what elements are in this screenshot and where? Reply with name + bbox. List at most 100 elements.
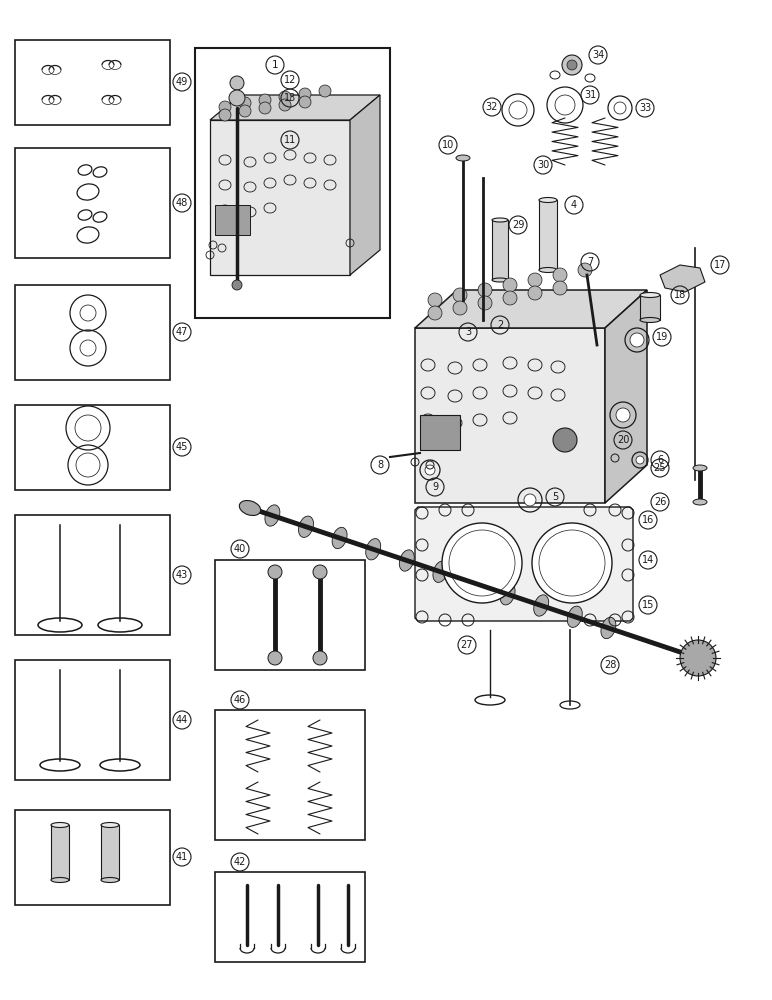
Circle shape xyxy=(299,88,311,100)
Ellipse shape xyxy=(433,561,448,582)
Circle shape xyxy=(259,94,271,106)
Circle shape xyxy=(268,565,282,579)
Text: 47: 47 xyxy=(176,327,188,337)
Circle shape xyxy=(80,340,96,356)
Text: 4: 4 xyxy=(571,200,577,210)
Bar xyxy=(539,200,557,270)
Circle shape xyxy=(453,288,467,302)
Polygon shape xyxy=(350,95,380,275)
Circle shape xyxy=(562,55,582,75)
Circle shape xyxy=(219,109,231,121)
Ellipse shape xyxy=(539,267,557,272)
Ellipse shape xyxy=(51,878,69,882)
Bar xyxy=(15,405,170,490)
Circle shape xyxy=(532,523,612,603)
Circle shape xyxy=(319,85,331,97)
Ellipse shape xyxy=(492,278,508,282)
Circle shape xyxy=(553,428,577,452)
Circle shape xyxy=(503,291,517,305)
Text: 8: 8 xyxy=(377,460,383,470)
Text: 46: 46 xyxy=(234,695,246,705)
Circle shape xyxy=(230,76,244,90)
Text: 28: 28 xyxy=(604,660,616,670)
Text: 32: 32 xyxy=(486,102,498,112)
Bar xyxy=(415,328,605,503)
Text: 25: 25 xyxy=(654,463,666,473)
Text: 11: 11 xyxy=(284,135,296,145)
Circle shape xyxy=(268,651,282,665)
Circle shape xyxy=(509,101,527,119)
Circle shape xyxy=(428,306,442,320)
Text: 45: 45 xyxy=(176,442,188,452)
Bar xyxy=(101,825,119,880)
Text: 30: 30 xyxy=(537,160,549,170)
Circle shape xyxy=(478,296,492,310)
Circle shape xyxy=(630,333,644,347)
Circle shape xyxy=(259,102,271,114)
Circle shape xyxy=(578,263,592,277)
Text: 13: 13 xyxy=(284,93,296,103)
Text: 49: 49 xyxy=(176,77,188,87)
Ellipse shape xyxy=(640,292,660,298)
Ellipse shape xyxy=(567,606,582,627)
Text: 19: 19 xyxy=(656,332,668,342)
Circle shape xyxy=(453,301,467,315)
Text: 44: 44 xyxy=(176,715,188,725)
Ellipse shape xyxy=(399,550,415,571)
Ellipse shape xyxy=(466,572,482,594)
Text: 18: 18 xyxy=(674,290,686,300)
Circle shape xyxy=(239,105,251,117)
Circle shape xyxy=(239,97,251,109)
Text: 26: 26 xyxy=(654,497,666,507)
Circle shape xyxy=(528,286,542,300)
Ellipse shape xyxy=(500,584,515,605)
Text: 41: 41 xyxy=(176,852,188,862)
Ellipse shape xyxy=(640,318,660,322)
Ellipse shape xyxy=(693,465,707,471)
Circle shape xyxy=(229,90,245,106)
Ellipse shape xyxy=(101,878,119,882)
Circle shape xyxy=(425,465,435,475)
Circle shape xyxy=(636,456,644,464)
Circle shape xyxy=(616,408,630,422)
Circle shape xyxy=(528,273,542,287)
Circle shape xyxy=(80,305,96,321)
Circle shape xyxy=(553,268,567,282)
Circle shape xyxy=(279,91,291,103)
Bar xyxy=(15,515,170,635)
Ellipse shape xyxy=(533,595,549,616)
Ellipse shape xyxy=(265,505,280,526)
Ellipse shape xyxy=(456,155,470,161)
Text: 40: 40 xyxy=(234,544,246,554)
Text: 15: 15 xyxy=(642,600,654,610)
Bar xyxy=(51,825,69,880)
Ellipse shape xyxy=(693,499,707,505)
Text: 1: 1 xyxy=(272,60,279,70)
Text: 14: 14 xyxy=(642,555,654,565)
Circle shape xyxy=(524,494,536,506)
Circle shape xyxy=(219,101,231,113)
Bar xyxy=(215,872,365,962)
Circle shape xyxy=(313,651,327,665)
Text: 3: 3 xyxy=(465,327,471,337)
Polygon shape xyxy=(660,265,705,292)
Text: 5: 5 xyxy=(552,492,558,502)
Bar xyxy=(15,810,170,905)
Ellipse shape xyxy=(101,822,119,828)
Bar xyxy=(492,220,508,280)
Polygon shape xyxy=(605,290,647,503)
Text: 7: 7 xyxy=(587,257,593,267)
Bar xyxy=(15,40,170,125)
Ellipse shape xyxy=(299,516,313,537)
Circle shape xyxy=(299,96,311,108)
Circle shape xyxy=(279,99,291,111)
Ellipse shape xyxy=(239,500,261,516)
Text: 48: 48 xyxy=(176,198,188,208)
Polygon shape xyxy=(210,95,380,120)
Bar xyxy=(15,660,170,780)
Bar xyxy=(210,120,350,275)
Text: 9: 9 xyxy=(432,482,438,492)
Ellipse shape xyxy=(492,218,508,222)
Bar xyxy=(215,205,250,235)
Circle shape xyxy=(478,283,492,297)
